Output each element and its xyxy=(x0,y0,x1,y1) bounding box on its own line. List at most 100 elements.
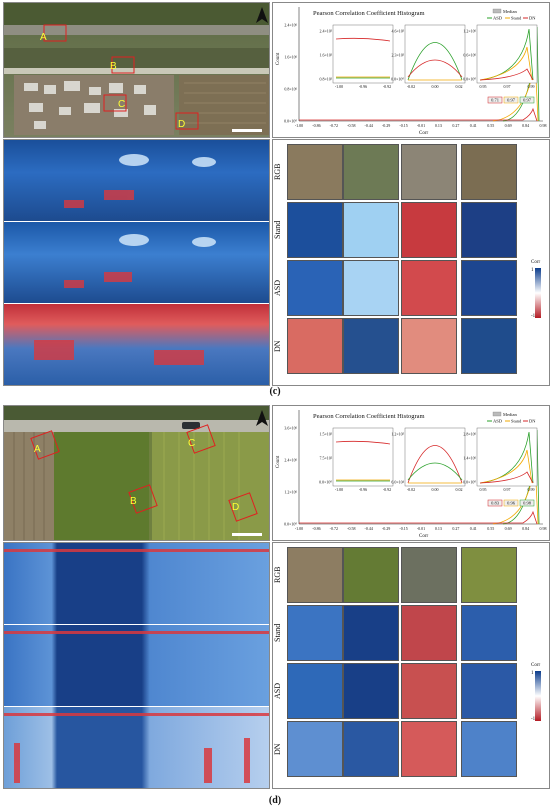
roi-label-d: D xyxy=(232,502,239,513)
median-value: 0.98 xyxy=(523,501,532,506)
colorbar-tick-min: -1 xyxy=(531,717,536,722)
roi-cell xyxy=(287,663,343,719)
row-header: RGB xyxy=(273,566,282,584)
north-arrow-icon xyxy=(256,410,268,426)
roi-cell xyxy=(401,605,457,661)
roi-cell xyxy=(401,663,457,719)
roi-label-c: C xyxy=(188,438,195,449)
roi-cell xyxy=(287,547,343,603)
x-tick-label: 0.55 xyxy=(487,526,494,531)
roi-label-a: A xyxy=(34,444,41,455)
x-tick-label: -0.15 xyxy=(399,123,407,128)
colorbar xyxy=(535,268,541,318)
x-tick-label: -0.72 xyxy=(330,123,338,128)
colorbar-title: Corr xyxy=(531,260,541,265)
median-value: 0.83 xyxy=(491,501,500,506)
x-axis-label: Corr xyxy=(419,534,429,539)
colorbar-tick-max: 1 xyxy=(531,268,534,273)
roi-grid-c: A SoilB WaterC BuildingD FieldRGBStandAS… xyxy=(272,139,550,386)
inset-y-tick: 0.8×10³ xyxy=(320,77,333,82)
y-tick-label: 0.8×10⁶ xyxy=(284,87,297,92)
row-header: Stand xyxy=(273,220,282,240)
inset-frame xyxy=(404,24,466,84)
roi-cell xyxy=(401,202,457,258)
roi-cell xyxy=(461,318,517,374)
roi-cell xyxy=(343,144,399,200)
inset-x-tick: 0.97 xyxy=(504,84,511,89)
roi-cell xyxy=(287,318,343,374)
inset-frame xyxy=(404,427,466,487)
inset-y-tick: 1.2×10⁶ xyxy=(463,29,476,34)
inset-x-tick: -0.02 xyxy=(407,84,415,89)
heatmap-strip-dn-d xyxy=(4,707,269,788)
inset-dn-line xyxy=(479,68,534,81)
median-badge: 0.98 xyxy=(519,499,535,507)
roi-cell xyxy=(461,260,517,316)
y-axis-label: Count xyxy=(276,52,281,65)
median-badge: 0.71 xyxy=(487,96,503,104)
x-tick-label: -0.01 xyxy=(417,123,425,128)
roi-cell xyxy=(343,663,399,719)
median-badge: 0.83 xyxy=(487,499,503,507)
colorbar-title: Corr xyxy=(531,663,541,668)
inset-x-tick: 0.99 xyxy=(528,84,535,89)
roi-cell xyxy=(401,318,457,374)
roi-cell xyxy=(343,721,399,777)
row-header: DN xyxy=(273,743,282,755)
heatmap-strip-asd-d xyxy=(4,625,269,706)
inset-3: 2.8×10⁶ 1.4×10⁶ 0.0×10⁰ 0.95 0.97 0.99 xyxy=(463,427,538,492)
x-tick-label: 0.13 xyxy=(435,526,442,531)
y-tick-label: 1.2×10⁶ xyxy=(284,490,297,495)
inset-stand-line xyxy=(479,46,533,81)
series-dn-main xyxy=(299,107,538,122)
panel-c: A B C D Pearson Correlati xyxy=(0,0,550,397)
histogram-title: Pearson Correlation Coefficient Histogra… xyxy=(313,413,425,420)
x-tick-label: -0.58 xyxy=(347,123,355,128)
roi-cell xyxy=(461,144,517,200)
roi-cell xyxy=(461,605,517,661)
inset-y-tick: 0.0×10⁰ xyxy=(463,77,476,82)
subfigure-label-c: (c) xyxy=(269,386,281,397)
roi-cell xyxy=(461,547,517,603)
roi-cell xyxy=(401,721,457,777)
roi-cell xyxy=(461,663,517,719)
x-tick-label: -0.72 xyxy=(330,526,338,531)
histogram-c: Pearson Correlation Coefficient Histogra… xyxy=(272,2,550,138)
inset-y-tick: 0.6×10⁶ xyxy=(463,53,476,58)
aerial-rgb-image-d: A B C D xyxy=(3,405,270,541)
inset-dn-line xyxy=(335,440,391,445)
x-tick-label: 0.27 xyxy=(452,526,459,531)
inset-frame xyxy=(332,427,394,487)
y-tick-label: 3.6×10⁶ xyxy=(284,426,297,431)
inset-y-tick: 2.3×10³ xyxy=(392,53,405,58)
heatmap-stack-c xyxy=(3,139,270,386)
x-tick-label: -0.15 xyxy=(399,526,407,531)
inset-x-tick: -0.96 xyxy=(359,84,367,89)
median-value: 0.96 xyxy=(507,501,516,506)
x-tick-label: -0.29 xyxy=(382,123,390,128)
legend-label: ASD xyxy=(493,16,503,21)
histogram-chart-d: Pearson Correlation Coefficient Histogra… xyxy=(276,410,547,539)
inset-peak-line xyxy=(407,42,463,81)
x-tick-label: 0.98 xyxy=(540,526,547,531)
inset-frame xyxy=(476,24,538,84)
subfigure-label-d: (d) xyxy=(268,795,282,806)
inset-y-tick: 0.0×10⁰ xyxy=(463,480,476,485)
panel-d: A B C D Pearson Correlation Coefficient … xyxy=(0,403,550,806)
median-badge: 0.97 xyxy=(519,96,535,104)
inset-x-tick: 0.02 xyxy=(456,84,463,89)
x-tick-label: 0.13 xyxy=(435,123,442,128)
inset-frame xyxy=(476,427,538,487)
inset-peak-line xyxy=(407,445,463,484)
inset-stand-line xyxy=(479,449,533,484)
inset-x-tick: -1.00 xyxy=(335,84,343,89)
inset-y-tick: 1.6×10³ xyxy=(320,53,333,58)
x-tick-label: 0.41 xyxy=(470,526,477,531)
inset-1: 2.4×10³ 1.6×10³ 0.8×10³-1.00 -0.96 -0.92 xyxy=(320,24,394,89)
inset-3: 1.2×10⁶ 0.6×10⁶ 0.0×10⁰ 0.95 0.97 0.99 xyxy=(463,24,538,89)
inset-y-tick: 0.0×10⁰ xyxy=(391,77,404,82)
roi-cell xyxy=(401,144,457,200)
inset-x-tick: -0.02 xyxy=(407,487,415,492)
inset-y-tick: 2.4×10³ xyxy=(320,29,333,34)
